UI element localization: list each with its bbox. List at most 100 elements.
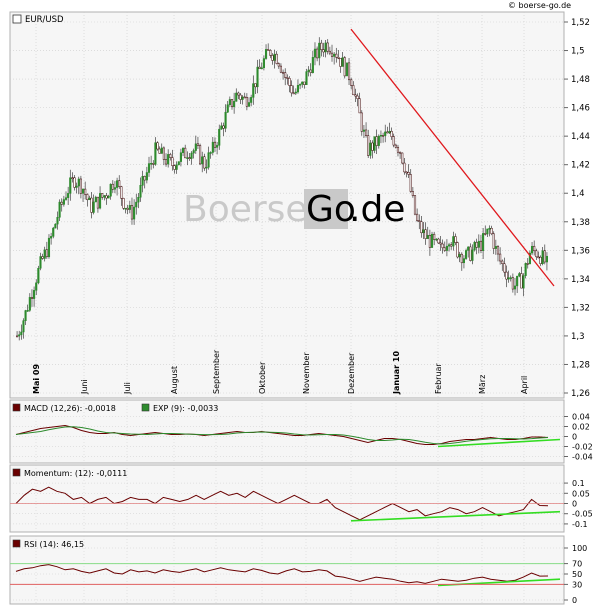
candle-body <box>490 227 493 235</box>
candle-body <box>460 253 463 264</box>
watermark-top: © boerse-go.de <box>508 1 571 10</box>
candle-body <box>98 193 102 209</box>
candle-body <box>435 238 438 241</box>
candle-body <box>64 197 68 200</box>
signal-line <box>15 426 549 445</box>
candle-body <box>396 146 400 153</box>
candle-body <box>167 154 170 165</box>
candle-body <box>454 236 457 243</box>
candle-body <box>213 141 217 148</box>
candle-body <box>516 275 519 287</box>
candle-body <box>503 263 506 273</box>
candle-body <box>439 242 442 245</box>
candle-body <box>37 267 40 284</box>
candle-body <box>443 247 446 251</box>
price-x-tick-label: Juni <box>80 379 89 395</box>
candle-body <box>239 94 242 100</box>
candle-body <box>269 49 272 56</box>
candle-body <box>137 197 140 203</box>
candle-body <box>371 142 374 151</box>
candle-body <box>194 143 197 151</box>
candle-body <box>141 175 144 186</box>
candle-body <box>201 156 204 165</box>
candle-body <box>447 244 451 247</box>
candle-body <box>286 77 289 79</box>
candle-body <box>509 277 512 279</box>
indicator-legend-swatch <box>12 468 21 477</box>
candle-body <box>324 42 327 53</box>
candle-body <box>77 178 80 187</box>
indicator-y-tick-label: 100 <box>572 544 587 553</box>
candle-body <box>113 187 117 190</box>
candle-body <box>258 66 261 70</box>
candle-body <box>284 72 287 78</box>
price-x-tick-label: Oktober <box>258 361 267 394</box>
candle-body <box>526 263 529 265</box>
candle-body <box>52 227 55 237</box>
indicator-legend-label: EXP (9): -0,0033 <box>153 404 218 413</box>
candle-body <box>411 191 414 196</box>
indicator-y-tick-label: 0 <box>572 596 577 605</box>
candle-body <box>345 62 348 77</box>
watermark-part1: Boerse <box>183 189 308 230</box>
candle-body <box>103 195 106 198</box>
price-x-tick-label: April <box>520 376 529 394</box>
candle-body <box>369 142 372 156</box>
candle-body <box>145 172 148 181</box>
candle-body <box>147 163 151 173</box>
candle-body <box>111 183 114 190</box>
candle-body <box>305 71 308 86</box>
candle-body <box>296 85 300 93</box>
candle-body <box>541 250 544 264</box>
candle-body <box>290 85 293 94</box>
candle-body <box>473 241 476 251</box>
price-y-tick-label: 1,36 <box>571 246 590 256</box>
candle-body <box>279 65 282 73</box>
price-x-tick-label: März <box>478 375 487 394</box>
watermark-box <box>304 189 348 229</box>
candle-body <box>150 162 153 165</box>
candle-body <box>301 81 304 85</box>
candle-body <box>545 255 548 263</box>
candle-body <box>156 142 159 150</box>
candle-body <box>543 250 546 263</box>
candle-body <box>452 236 455 247</box>
price-legend-label: EUR/USD <box>25 15 64 25</box>
candle-body <box>177 161 180 166</box>
candle-body <box>320 42 323 50</box>
candle-body <box>175 164 178 170</box>
candle-body <box>241 96 244 100</box>
candle-body <box>456 242 459 258</box>
candle-body <box>303 81 306 86</box>
candle-body <box>475 241 478 248</box>
candle-body <box>375 136 378 146</box>
candle-body <box>445 245 448 251</box>
candle-body <box>69 177 72 194</box>
candle-body <box>522 275 525 289</box>
price-y-tick-label: 1,44 <box>571 132 590 142</box>
candle-body <box>477 240 480 248</box>
candle-body <box>267 49 270 51</box>
candle-body <box>407 172 410 175</box>
candle-body <box>343 57 346 77</box>
price-trendline <box>350 28 555 287</box>
candle-body <box>230 99 234 108</box>
candle-body <box>401 152 404 164</box>
candle-body <box>322 49 325 53</box>
candle-body <box>222 125 225 129</box>
candle-body <box>247 102 251 107</box>
price-y-tick-label: 1,38 <box>571 218 590 228</box>
candle-body <box>211 141 214 153</box>
candle-body <box>364 129 368 136</box>
candle-body <box>171 157 174 166</box>
price-y-tick-label: 1,4 <box>571 189 585 199</box>
candle-body <box>86 194 89 201</box>
candle-body <box>143 175 146 181</box>
price-y-tick-label: 1,5 <box>571 47 585 57</box>
candle-body <box>26 310 29 312</box>
candle-body <box>43 249 46 259</box>
candle-body <box>488 227 491 230</box>
candle-body <box>292 92 295 95</box>
indicator-y-tick-label: 70 <box>572 560 582 569</box>
